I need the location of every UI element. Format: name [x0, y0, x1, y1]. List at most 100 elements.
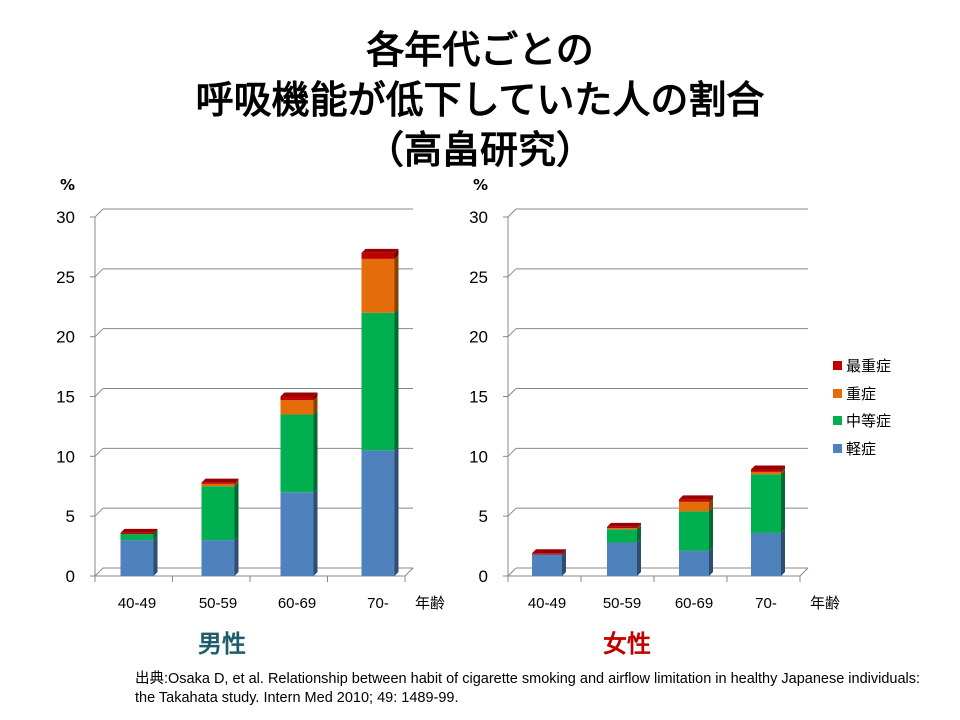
bar-segment-重症 [201, 483, 235, 487]
bar-segment-最重症 [607, 526, 637, 529]
x-axis-diagonal [404, 567, 414, 577]
y-tick-label: 10 [469, 447, 488, 466]
bar-segment-軽症 [679, 550, 709, 576]
male-ylabel: % [60, 176, 76, 194]
bar-segment-軽症 [280, 492, 314, 576]
bar-segment-最重症 [532, 553, 562, 555]
bar-top [120, 528, 158, 533]
bar-segment-軽症 [361, 450, 395, 576]
bar-side-軽症 [234, 536, 239, 576]
y-tick-label: 25 [469, 268, 488, 287]
bar-side-中等症 [394, 308, 399, 451]
bar-side-最重症 [637, 522, 641, 529]
title-line-2: 呼吸機能が低下していた人の割合 [195, 78, 765, 122]
bar-segment-最重症 [751, 469, 781, 472]
title-line-3: （高畠研究） [365, 128, 594, 172]
bar-side-最重症 [313, 392, 318, 401]
gridline-diagonal [507, 208, 517, 218]
source-citation: 出典:Osaka D, et al. Relationship between … [135, 671, 921, 706]
gridline-diagonal [94, 208, 104, 218]
bar-side-最重症 [234, 478, 239, 484]
y-tick-label: 15 [56, 388, 75, 407]
y-tick-label: 10 [56, 447, 75, 466]
bar-segment-最重症 [280, 396, 314, 401]
bar-side-軽症 [637, 538, 641, 576]
bar-segment-軽症 [751, 532, 781, 576]
bar-top [751, 465, 785, 470]
x-axis-label: 年齢 [810, 595, 840, 612]
bar-side-軽症 [562, 550, 566, 576]
bar-segment-最重症 [361, 252, 395, 259]
bar-segment-最重症 [679, 499, 709, 502]
gridline-diagonal [94, 567, 104, 577]
legend-swatch [833, 416, 842, 426]
legend-item-moderate: 中等症 [833, 407, 891, 435]
gridline-diagonal [507, 567, 517, 577]
male-chart-title: 男性 [198, 630, 246, 658]
bar-side-重症 [637, 524, 641, 530]
bar-segment-中等症 [679, 511, 709, 551]
bar-side-最重症 [153, 528, 158, 535]
gridline-diagonal [507, 328, 517, 338]
bar-segment-中等症 [280, 414, 314, 493]
x-tick-label: 40-49 [118, 595, 156, 612]
bar-side-最重症 [781, 465, 785, 472]
legend: 最重症 重症 中等症 軽症 [833, 352, 891, 462]
bar-side-中等症 [637, 525, 641, 543]
bar-segment-中等症 [361, 312, 395, 451]
legend-swatch [833, 388, 842, 398]
bar-side-中等症 [709, 507, 713, 551]
y-tick-label: 25 [56, 268, 75, 287]
legend-label: 最重症 [846, 357, 892, 376]
bar-side-最重症 [562, 549, 566, 555]
bar-segment-軽症 [532, 554, 562, 576]
bar-side-中等症 [313, 410, 318, 493]
bar-side-軽症 [709, 546, 713, 576]
x-axis-diagonal [799, 567, 809, 577]
bar-side-最重症 [394, 248, 399, 259]
title-line-1: 各年代ごとの [366, 28, 594, 72]
y-tick-label: 20 [469, 328, 488, 347]
legend-swatch [833, 361, 842, 371]
y-tick-label: 30 [56, 208, 75, 227]
gridline-diagonal [94, 328, 104, 338]
bar-top [280, 392, 318, 397]
legend-label: 重症 [846, 384, 877, 403]
bar-segment-最重症 [201, 482, 235, 484]
x-tick-label: 70- [755, 595, 777, 612]
bar-side-中等症 [781, 470, 785, 533]
bar-segment-中等症 [201, 486, 235, 541]
y-tick-label: 30 [469, 208, 488, 227]
y-tick-label: 5 [479, 507, 488, 526]
bar-segment-中等症 [751, 474, 781, 533]
bar-segment-重症 [679, 501, 709, 512]
bar-top [361, 248, 399, 253]
bar-segment-重症 [607, 528, 637, 530]
bar-side-中等症 [153, 530, 158, 541]
bar-segment-軽症 [607, 542, 637, 576]
y-tick-label: 15 [469, 388, 488, 407]
legend-item-severe: 重症 [833, 380, 891, 408]
male-chart: 0 5 10 15 20 25 30 40-49 50-59 60-69 70- 年齢 [56, 208, 445, 612]
gridline-diagonal [94, 447, 104, 457]
bar-side-重症 [394, 254, 399, 313]
x-tick-label: 40-49 [528, 595, 566, 612]
gridline-diagonal [94, 268, 104, 278]
bar-segment-中等症 [607, 529, 637, 543]
x-tick-label: 70- [367, 595, 389, 612]
x-tick-label: 50-59 [199, 595, 237, 612]
bar-segment-重症 [280, 400, 314, 415]
bar-side-軽症 [394, 446, 399, 576]
y-tick-label: 0 [66, 567, 75, 586]
legend-item-mild: 軽症 [833, 435, 891, 463]
gridline-diagonal [507, 268, 517, 278]
y-tick-label: 0 [479, 567, 488, 586]
bar-top [607, 522, 641, 527]
bar-top [679, 495, 713, 500]
legend-swatch [833, 443, 842, 453]
female-chart: 0 5 10 15 20 25 30 40-49 50-59 60-69 70- 年齢 [469, 208, 840, 612]
female-chart-title: 女性 [603, 630, 651, 658]
bar-segment-重症 [751, 471, 781, 475]
